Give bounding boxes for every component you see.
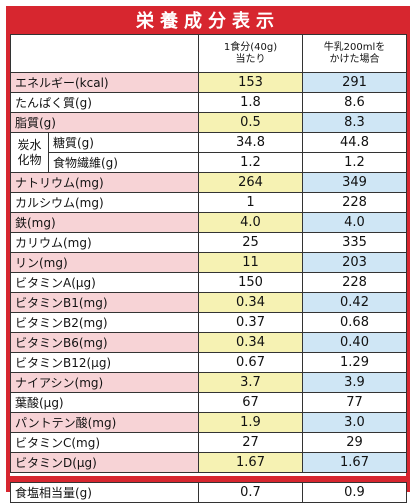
value-with-milk: 3.9 [302,372,407,393]
row-label: ナトリウム(mg) [10,172,199,193]
header-with-milk: 牛乳200mlを かけた場合 [302,34,407,73]
header-per-serving: 1食分(40g) 当たり [198,34,303,73]
table-row: ナイアシン(mg) 3.7 3.9 [10,372,407,393]
value-with-milk: 0.9 [302,482,407,503]
value-with-milk: 29 [302,432,407,453]
table-row: リン(mg) 11 203 [10,252,407,273]
row-label: 鉄(mg) [10,212,199,233]
table-row: ビタミンB6(mg) 0.34 0.40 [10,332,407,353]
header-row: 1食分(40g) 当たり 牛乳200mlを かけた場合 [10,34,407,73]
nutrition-panel: 栄養成分表示 1食分(40g) 当たり 牛乳200mlを かけた場合 エネルギー(k… [6,6,410,503]
value-per-serving: 0.37 [198,312,303,333]
value-with-milk: 8.3 [302,112,407,133]
value-with-milk: 8.6 [302,92,407,113]
value-with-milk: 228 [302,272,407,293]
value-per-serving: 1.2 [198,152,303,173]
row-label: ビタミンB2(mg) [10,312,199,333]
value-with-milk: 44.8 [302,132,407,153]
value-with-milk: 1.67 [302,452,407,473]
value-with-milk: 228 [302,192,407,213]
row-label: カリウム(mg) [10,232,199,253]
table-row: カリウム(mg) 25 335 [10,232,407,253]
value-with-milk: 335 [302,232,407,253]
table-row: ビタミンB1(mg) 0.34 0.42 [10,292,407,313]
value-per-serving: 0.5 [198,112,303,133]
row-label: ビタミンA(μg) [10,272,199,293]
value-per-serving: 153 [198,72,303,93]
row-label: 食塩相当量(g) [10,482,199,503]
salt-row-wrap: 食塩相当量(g) 0.7 0.9 [10,482,407,503]
row-label: ビタミンB6(mg) [10,332,199,353]
row-label: パントテン酸(mg) [10,412,199,433]
value-with-milk: 0.42 [302,292,407,313]
table-row: カルシウム(mg) 1 228 [10,192,407,213]
value-with-milk: 1.29 [302,352,407,373]
value-per-serving: 67 [198,392,303,413]
value-per-serving: 1.9 [198,412,303,433]
row-label: 脂質(g) [10,112,199,133]
carbohydrate-group-label: 炭水 化物 [10,132,49,173]
value-with-milk: 4.0 [302,212,407,233]
row-label: 糖質(g) [48,132,199,153]
value-per-serving: 1 [198,192,303,213]
value-per-serving: 0.34 [198,332,303,353]
value-per-serving: 34.8 [198,132,303,153]
table-row: 鉄(mg) 4.0 4.0 [10,212,407,233]
header-blank [10,34,199,73]
value-per-serving: 11 [198,252,303,273]
row-label: ビタミンB12(μg) [10,352,199,373]
row-label: 食物繊維(g) [48,152,199,173]
value-with-milk: 203 [302,252,407,273]
value-with-milk: 0.40 [302,332,407,353]
value-per-serving: 0.7 [198,482,303,503]
value-with-milk: 77 [302,392,407,413]
value-per-serving: 3.7 [198,372,303,393]
row-label: ビタミンC(mg) [10,432,199,453]
table-row: ナトリウム(mg) 264 349 [10,172,407,193]
table-row: ビタミンB2(mg) 0.37 0.68 [10,312,407,333]
value-per-serving: 1.67 [198,452,303,473]
table-row: パントテン酸(mg) 1.9 3.0 [10,412,407,433]
value-per-serving: 264 [198,172,303,193]
value-per-serving: 27 [198,432,303,453]
row-label: ビタミンB1(mg) [10,292,199,313]
table-row: 炭水 化物 糖質(g) 34.8 44.8 [10,132,407,173]
footer-divider [10,476,406,482]
row-label: カルシウム(mg) [10,192,199,213]
table-row: 脂質(g) 0.5 8.3 [10,112,407,133]
value-per-serving: 1.8 [198,92,303,113]
row-label: 葉酸(μg) [10,392,199,413]
row-label: エネルギー(kcal) [10,72,199,93]
table-row: ビタミンB12(μg) 0.67 1.29 [10,352,407,373]
value-with-milk: 1.2 [302,152,407,173]
value-with-milk: 349 [302,172,407,193]
table-row: ビタミンD(μg) 1.67 1.67 [10,452,407,473]
nutrition-table: 1食分(40g) 当たり 牛乳200mlを かけた場合 エネルギー(kcal) 153… [10,34,407,473]
row-label: リン(mg) [10,252,199,273]
value-per-serving: 0.67 [198,352,303,373]
table-row: 食物繊維(g) 1.2 1.2 [11,152,407,173]
table-row: ビタミンC(mg) 27 29 [10,432,407,453]
value-per-serving: 25 [198,232,303,253]
table-row: 食塩相当量(g) 0.7 0.9 [10,482,407,503]
value-with-milk: 291 [302,72,407,93]
value-with-milk: 3.0 [302,412,407,433]
table-row: ビタミンA(μg) 150 228 [10,272,407,293]
value-per-serving: 150 [198,272,303,293]
row-label: ナイアシン(mg) [10,372,199,393]
table-row: エネルギー(kcal) 153 291 [10,72,407,93]
nutrition-table-wrap: 1食分(40g) 当たり 牛乳200mlを かけた場合 エネルギー(kcal) 153… [10,34,407,488]
row-label: たんぱく質(g) [10,92,199,113]
row-label: ビタミンD(μg) [10,452,199,473]
table-row: たんぱく質(g) 1.8 8.6 [10,92,407,113]
table-row: 葉酸(μg) 67 77 [10,392,407,413]
value-with-milk: 0.68 [302,312,407,333]
panel-title: 栄養成分表示 [136,11,280,32]
value-per-serving: 0.34 [198,292,303,313]
value-per-serving: 4.0 [198,212,303,233]
